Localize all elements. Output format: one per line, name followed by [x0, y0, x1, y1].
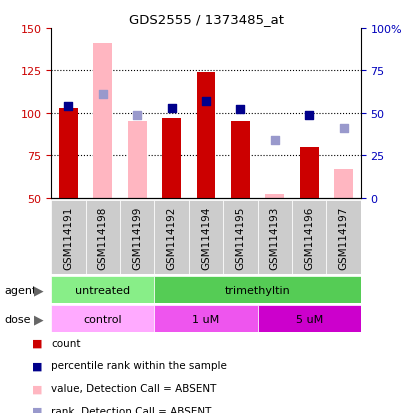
Bar [128, 122, 146, 198]
Text: GSM114191: GSM114191 [63, 206, 73, 269]
Text: rank, Detection Call = ABSENT: rank, Detection Call = ABSENT [51, 406, 211, 413]
Text: percentile rank within the sample: percentile rank within the sample [51, 361, 227, 370]
Text: ■: ■ [31, 383, 42, 393]
Bar [257, 200, 291, 275]
Point [271, 138, 277, 144]
Bar [51, 306, 154, 332]
Bar [326, 200, 360, 275]
Bar [162, 119, 181, 198]
Text: dose: dose [4, 314, 31, 324]
Text: control: control [83, 314, 122, 324]
Bar [333, 169, 352, 198]
Bar [93, 44, 112, 198]
Text: ▶: ▶ [34, 284, 43, 297]
Point [236, 107, 243, 114]
Text: GSM114192: GSM114192 [166, 206, 176, 269]
Point [202, 98, 209, 105]
Point [65, 104, 72, 110]
Text: 1 uM: 1 uM [192, 314, 219, 324]
Bar [265, 195, 283, 198]
Text: ■: ■ [31, 406, 42, 413]
Bar [299, 147, 318, 198]
Bar [154, 200, 189, 275]
Text: agent: agent [4, 285, 36, 295]
Bar [196, 73, 215, 198]
Text: GSM114196: GSM114196 [303, 206, 313, 269]
Text: ▶: ▶ [34, 313, 43, 325]
Text: GSM114194: GSM114194 [200, 206, 211, 269]
Text: count: count [51, 338, 81, 348]
Text: GSM114199: GSM114199 [132, 206, 142, 269]
Text: ■: ■ [31, 361, 42, 370]
Title: GDS2555 / 1373485_at: GDS2555 / 1373485_at [128, 13, 283, 26]
Text: untreated: untreated [75, 285, 130, 295]
Bar [51, 200, 85, 275]
Bar [154, 277, 360, 304]
Text: GSM114195: GSM114195 [235, 206, 245, 269]
Point [168, 105, 175, 112]
Bar [189, 200, 222, 275]
Bar [291, 200, 326, 275]
Bar [51, 277, 154, 304]
Text: GSM114197: GSM114197 [338, 206, 348, 269]
Point [339, 126, 346, 132]
Point [134, 112, 140, 119]
Text: trimethyltin: trimethyltin [224, 285, 290, 295]
Bar [154, 306, 257, 332]
Text: ■: ■ [31, 338, 42, 348]
Text: GSM114193: GSM114193 [269, 206, 279, 269]
Bar [120, 200, 154, 275]
Bar [59, 109, 78, 198]
Text: value, Detection Call = ABSENT: value, Detection Call = ABSENT [51, 383, 216, 393]
Bar [230, 122, 249, 198]
Text: GSM114198: GSM114198 [98, 206, 108, 269]
Point [305, 112, 312, 119]
Bar [222, 200, 257, 275]
Bar [85, 200, 120, 275]
Text: 5 uM: 5 uM [295, 314, 322, 324]
Bar [257, 306, 360, 332]
Point [99, 92, 106, 98]
